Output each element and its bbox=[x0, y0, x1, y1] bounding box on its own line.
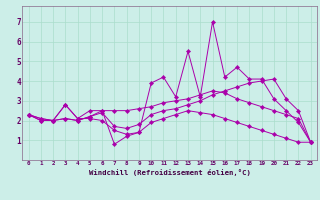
X-axis label: Windchill (Refroidissement éolien,°C): Windchill (Refroidissement éolien,°C) bbox=[89, 169, 251, 176]
